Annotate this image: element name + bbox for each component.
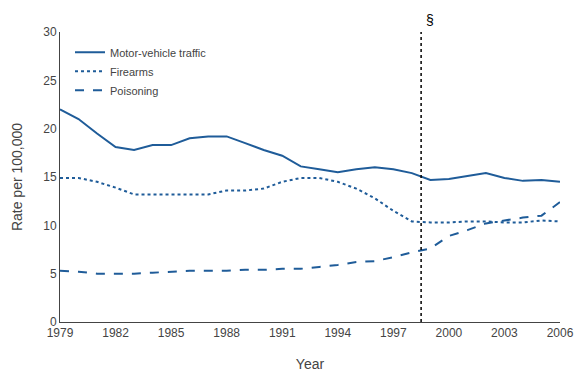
svg-text:Motor-vehicle traffic: Motor-vehicle traffic [110, 47, 206, 59]
svg-text:2000: 2000 [436, 326, 463, 340]
svg-text:30: 30 [43, 25, 57, 39]
svg-text:Poisoning: Poisoning [110, 85, 158, 97]
svg-text:0: 0 [50, 315, 57, 329]
svg-text:Rate per 100,000: Rate per 100,000 [9, 123, 25, 231]
svg-text:1988: 1988 [213, 326, 240, 340]
svg-text:1985: 1985 [158, 326, 185, 340]
svg-text:1991: 1991 [269, 326, 296, 340]
svg-text:2003: 2003 [491, 326, 518, 340]
svg-text:1979: 1979 [47, 326, 74, 340]
svg-text:15: 15 [43, 170, 57, 184]
svg-text:5: 5 [50, 267, 57, 281]
svg-text:Firearms: Firearms [110, 66, 154, 78]
svg-text:1982: 1982 [102, 326, 129, 340]
svg-text:25: 25 [43, 74, 57, 88]
svg-text:1997: 1997 [380, 326, 407, 340]
svg-text:2006: 2006 [547, 326, 574, 340]
svg-text:Year: Year [296, 356, 325, 372]
svg-text:§: § [426, 12, 434, 28]
svg-text:20: 20 [43, 122, 57, 136]
svg-text:1994: 1994 [324, 326, 351, 340]
svg-text:10: 10 [43, 219, 57, 233]
